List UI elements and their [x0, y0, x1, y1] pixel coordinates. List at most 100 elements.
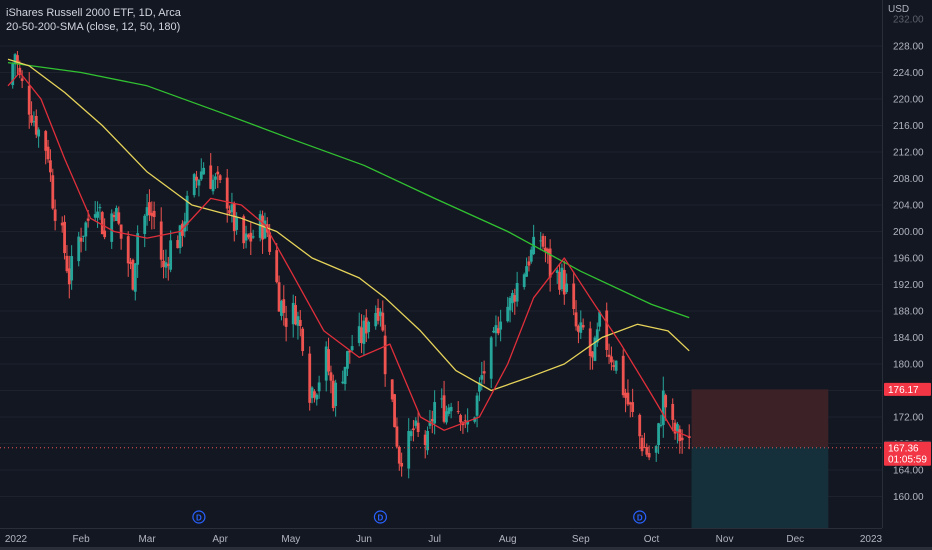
- candle-body: [654, 446, 658, 453]
- time-tick-label: Jul: [428, 534, 441, 545]
- candle-body: [628, 402, 632, 405]
- price-tick-label: 184.00: [893, 333, 924, 344]
- candle-body: [407, 430, 411, 469]
- time-tick-label: Apr: [212, 534, 228, 545]
- price-tick-label: 160.00: [893, 492, 924, 503]
- stop-loss-zone[interactable]: [691, 389, 829, 448]
- candle-body: [199, 171, 203, 180]
- candle-body: [327, 349, 330, 372]
- time-tick-label: May: [281, 534, 300, 545]
- candle-body: [131, 259, 135, 290]
- candle-body: [263, 220, 267, 239]
- candle-body: [63, 221, 66, 254]
- candle-body: [346, 351, 349, 369]
- sma-slow-line[interactable]: [7, 61, 690, 319]
- candle-body: [294, 304, 297, 325]
- candle-body: [466, 421, 470, 425]
- candle-body: [110, 213, 114, 242]
- time-tick-label: Feb: [72, 534, 90, 545]
- candle-body: [357, 326, 361, 343]
- candle-body: [442, 395, 446, 422]
- candle-body: [480, 375, 484, 380]
- candle-body: [478, 382, 481, 392]
- candle-body: [329, 372, 333, 381]
- candle-body: [657, 423, 660, 446]
- candle-body: [268, 232, 272, 252]
- candle-body: [560, 267, 564, 290]
- candle-body: [678, 429, 682, 442]
- price-tick-label: 220.00: [893, 95, 924, 106]
- candle-body: [527, 261, 531, 266]
- dividend-marker-icon[interactable]: [633, 510, 647, 524]
- candle-body: [661, 390, 665, 425]
- time-tick-label: Nov: [716, 534, 734, 545]
- candle-body: [414, 420, 418, 426]
- candle-body: [218, 175, 222, 181]
- candle-body: [211, 179, 215, 192]
- candle-body: [647, 452, 651, 458]
- candle-body: [249, 232, 253, 242]
- candle-body: [30, 115, 33, 123]
- candle-body: [192, 174, 196, 196]
- indicator-title[interactable]: 20-50-200-SMA (close, 12, 50, 180): [6, 21, 181, 33]
- candle-body: [49, 160, 52, 173]
- sma-fast-line[interactable]: [7, 71, 690, 438]
- candle-body: [473, 417, 477, 422]
- candle-body: [230, 204, 234, 213]
- candle-body: [605, 310, 609, 350]
- candle-body: [11, 63, 15, 86]
- candle-body: [562, 269, 566, 295]
- price-tick-label: 192.00: [893, 280, 924, 291]
- sma-mid-line[interactable]: [7, 58, 690, 392]
- price-tick-label: 224.00: [893, 68, 924, 79]
- candle-body: [34, 115, 38, 135]
- candle-body: [390, 379, 394, 400]
- candle-body: [216, 171, 220, 175]
- candle-body: [65, 255, 69, 272]
- candle-body: [176, 240, 180, 249]
- candle-body: [103, 230, 107, 238]
- candle-body: [32, 121, 36, 123]
- take-profit-zone[interactable]: [691, 447, 829, 528]
- candle-body: [522, 274, 526, 287]
- candle-body: [412, 428, 415, 431]
- candle-body: [209, 165, 213, 189]
- candle-body: [463, 420, 467, 422]
- candle-body: [126, 236, 130, 264]
- candle-body: [350, 346, 354, 351]
- price-badge-text: 167.36: [888, 444, 919, 455]
- symbol-title[interactable]: iShares Russell 2000 ETF, 1D, Arca: [6, 7, 181, 19]
- candle-body: [640, 437, 644, 452]
- candle-body: [20, 78, 24, 81]
- dividend-marker-letter: D: [378, 514, 384, 523]
- candle-body: [301, 328, 305, 352]
- candle-body: [296, 316, 300, 326]
- candle-body: [77, 236, 81, 262]
- time-tick-label: 2022: [5, 534, 28, 545]
- dividend-marker-icon[interactable]: [373, 510, 388, 524]
- candle-body: [275, 250, 279, 283]
- candle-body: [400, 462, 404, 467]
- candle-body: [197, 179, 201, 186]
- candle-body: [621, 355, 625, 396]
- candle-body: [112, 214, 116, 218]
- candle-body: [18, 67, 22, 75]
- price-tick-label: 208.00: [893, 174, 924, 185]
- candle-body: [119, 224, 123, 239]
- candle-body: [430, 418, 434, 422]
- candle-body: [539, 240, 543, 242]
- time-tick-label: Jun: [356, 534, 372, 545]
- candle-body: [593, 337, 597, 361]
- candle-body: [423, 434, 427, 445]
- currency-label: USD: [888, 4, 910, 15]
- time-tick-label: Oct: [644, 534, 660, 545]
- price-tick-label: 180.00: [893, 360, 924, 371]
- candle-body: [360, 327, 363, 344]
- candle-body: [96, 211, 99, 218]
- candle-body: [525, 266, 528, 277]
- price-tick-label: 164.00: [893, 466, 924, 477]
- candle-body: [680, 437, 684, 441]
- price-badge: [884, 382, 931, 396]
- dividend-marker-icon[interactable]: [192, 510, 206, 524]
